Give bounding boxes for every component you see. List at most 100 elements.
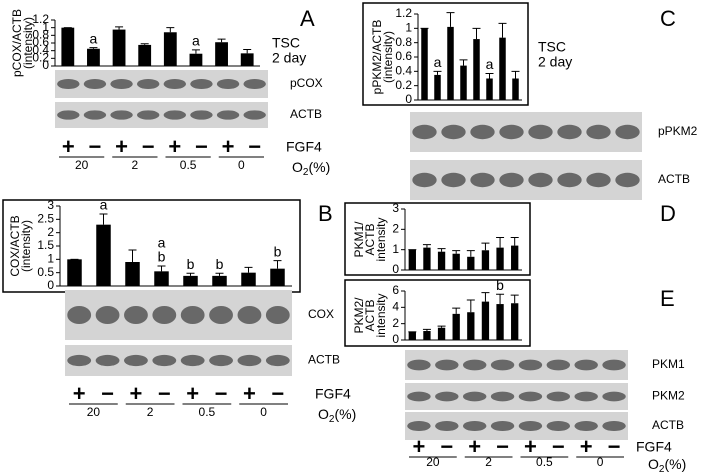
y-tick-label: 0: [405, 92, 412, 106]
blot-label: pPKM2: [658, 124, 698, 138]
blot-band: [407, 359, 431, 371]
error-bar: [510, 294, 519, 304]
o2-label: O2(%): [292, 159, 330, 178]
blot-band: [435, 359, 459, 371]
panel-frame: [344, 279, 531, 347]
bar: [499, 37, 506, 100]
bar: [512, 78, 519, 100]
y-tick-label: 0.5: [37, 265, 54, 279]
y-tick-label: 2.5: [37, 212, 54, 226]
y-axis-label: (intensity): [19, 220, 33, 272]
blot-band: [163, 110, 186, 120]
fgf4-sign: −: [142, 134, 155, 159]
blot-band: [216, 78, 240, 90]
blot-band: [209, 354, 233, 367]
blot-label: pCOX: [290, 76, 323, 90]
o2-value: 2: [147, 405, 154, 419]
o2-value: 0.5: [536, 455, 553, 469]
o2-label-part: (%): [334, 406, 356, 422]
y-tick-label: 1: [42, 20, 49, 34]
blot-band: [470, 124, 495, 140]
blot-band: [180, 306, 205, 324]
bar: [496, 304, 504, 340]
y-tick-label: 0.4: [395, 64, 412, 78]
o2-value: 2: [485, 455, 492, 469]
y-axis-label: intensity: [374, 217, 388, 261]
blot-band: [462, 359, 487, 371]
fgf4-label: FGF4: [315, 386, 351, 402]
blot-label: COX: [308, 307, 334, 321]
fgf4-sign: −: [440, 434, 453, 459]
panel-letter: A: [300, 6, 315, 31]
blot-band: [216, 110, 240, 120]
blot-band: [528, 172, 553, 188]
error-bar: [459, 59, 468, 66]
blot-band: [137, 110, 160, 120]
error-bar: [466, 250, 475, 257]
bar: [87, 48, 100, 66]
blot-band: [237, 354, 262, 367]
o2-label-part: O: [648, 456, 659, 472]
blot-band: [574, 391, 598, 402]
blot-band: [265, 354, 290, 367]
blot-band: [265, 306, 290, 324]
o2-label-part: 2: [329, 414, 335, 425]
blot-band: [546, 420, 571, 432]
significance-label: a: [100, 197, 108, 213]
panel-letter: D: [660, 201, 676, 226]
significance-label: a: [192, 33, 200, 49]
blot-band: [163, 78, 186, 90]
blot-band: [110, 110, 133, 120]
bar: [270, 268, 285, 286]
fgf4-sign: +: [130, 381, 143, 406]
blot-band: [499, 172, 524, 188]
significance-label: b: [187, 256, 195, 272]
error-bar: [437, 325, 446, 328]
blot-band: [441, 172, 466, 188]
y-tick-label: 0.8: [32, 28, 49, 42]
blot-band: [407, 391, 431, 402]
bar: [240, 53, 254, 66]
y-tick-label: 2: [392, 316, 399, 330]
error-bar: [191, 49, 200, 54]
blot-band: [586, 172, 611, 188]
error-bar: [496, 236, 505, 248]
blot-band: [110, 78, 133, 90]
blot-band: [412, 172, 437, 188]
bar: [511, 303, 519, 340]
y-axis-label: (intensity): [381, 31, 395, 83]
fgf4-sign: +: [580, 434, 593, 459]
y-tick-label: 3: [47, 198, 54, 212]
error-bar: [446, 12, 455, 27]
error-bar: [217, 38, 226, 43]
y-tick-label: 3: [392, 201, 399, 215]
y-tick-label: 1: [47, 252, 54, 266]
o2-value: 0.5: [180, 158, 197, 172]
error-bar: [472, 27, 481, 40]
bar: [437, 327, 446, 340]
blot-band: [574, 420, 598, 432]
fgf4-sign: −: [496, 434, 509, 459]
o2-value: 20: [87, 405, 101, 419]
error-bar: [215, 272, 224, 276]
y-tick-label: 1.5: [37, 238, 54, 252]
error-bar: [140, 43, 149, 45]
error-bar: [166, 27, 175, 33]
y-tick-label: 6: [392, 283, 399, 297]
blot-band: [528, 124, 553, 140]
bar: [473, 39, 480, 100]
fgf4-sign: −: [552, 434, 565, 459]
y-tick-label: 2: [47, 225, 54, 239]
o2-label-part: O: [318, 406, 329, 422]
bar: [481, 301, 490, 340]
error-bar: [452, 250, 461, 254]
fgf4-sign: −: [215, 381, 228, 406]
blot-band: [83, 78, 107, 90]
bar: [112, 29, 126, 66]
blot-band: [95, 354, 120, 367]
y-tick-label: 4: [392, 300, 399, 314]
blot-band: [83, 110, 107, 120]
bar: [154, 271, 169, 286]
bar: [183, 275, 198, 286]
